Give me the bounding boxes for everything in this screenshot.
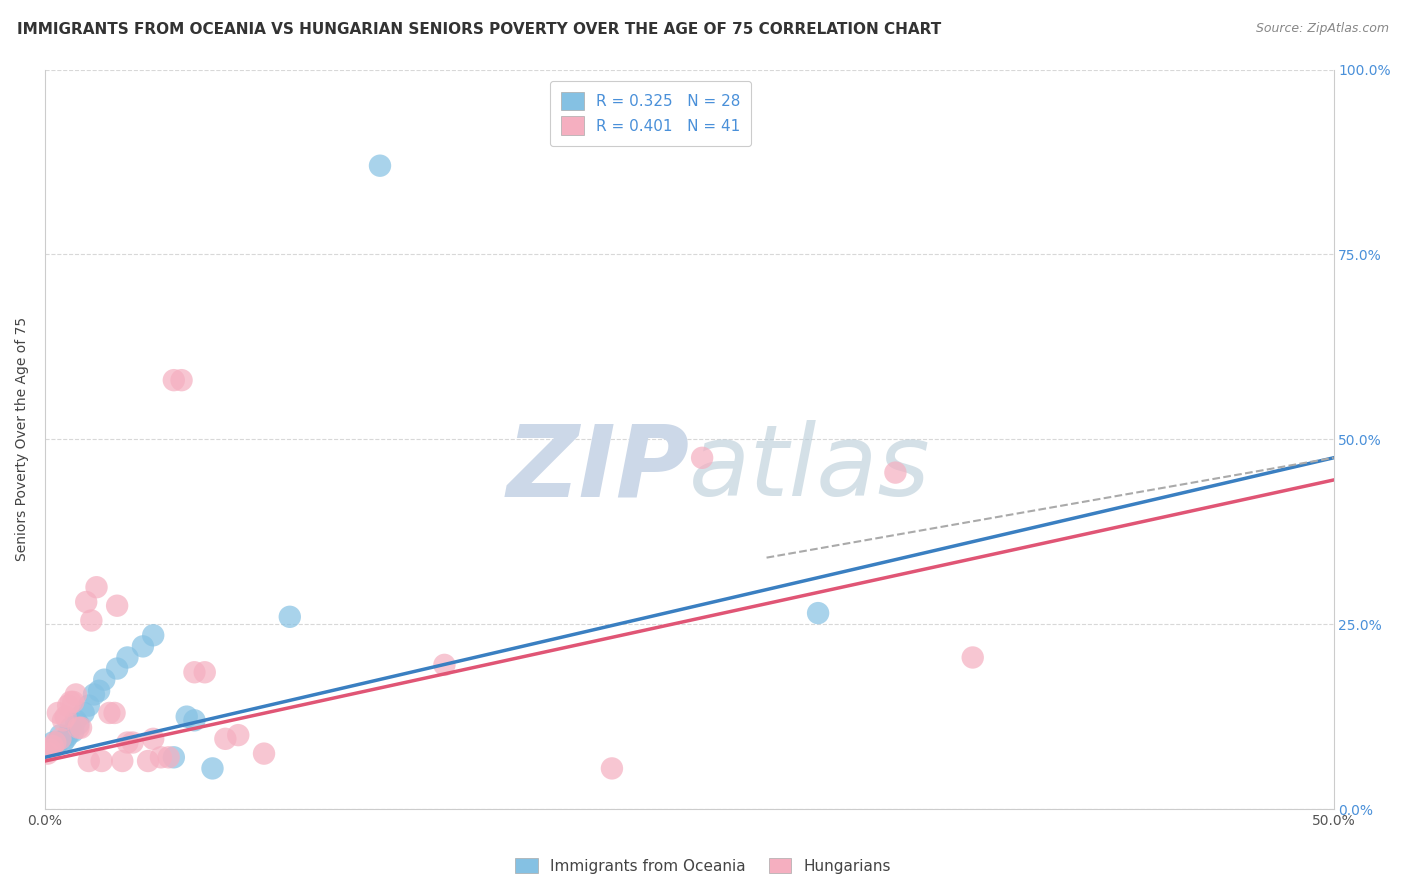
Point (214, 731, 236, 746)
Point (98, 706, 121, 720)
Point (56, 728, 79, 742)
Point (105, 599, 128, 613)
Y-axis label: Seniors Poverty Over the Age of 75: Seniors Poverty Over the Age of 75 (15, 318, 30, 561)
Legend: R = 0.325   N = 28, R = 0.401   N = 41: R = 0.325 N = 28, R = 0.401 N = 41 (550, 81, 751, 145)
Point (72, 706, 94, 720)
Point (77, 754, 100, 768)
Point (67, 717, 90, 731)
Point (136, 754, 159, 768)
Point (117, 650, 139, 665)
Point (59, 695, 82, 709)
Point (62, 695, 84, 709)
Point (41, 739, 63, 754)
Point (194, 665, 217, 680)
Point (46, 706, 69, 720)
Point (884, 466, 907, 480)
Point (80, 614, 103, 628)
Point (962, 650, 984, 665)
Point (77, 698, 100, 713)
Point (142, 628, 165, 642)
Point (62, 724, 84, 739)
Point (39, 743, 62, 757)
Point (117, 735, 139, 749)
Point (49, 728, 72, 742)
Point (56, 698, 79, 713)
Point (83, 688, 105, 702)
Point (226, 728, 249, 742)
Point (93, 673, 115, 687)
Text: atlas: atlas (689, 420, 931, 517)
Point (75, 595, 97, 609)
Point (132, 640, 155, 654)
Point (368, 159, 391, 173)
Point (65, 714, 87, 728)
Point (41, 735, 63, 749)
Point (278, 609, 301, 624)
Point (111, 754, 134, 768)
Point (37, 747, 59, 761)
Point (163, 373, 186, 387)
Point (39, 743, 62, 757)
Point (201, 761, 224, 775)
Point (149, 750, 172, 764)
Point (65, 688, 87, 702)
Point (59, 721, 82, 735)
Point (105, 662, 128, 676)
Point (807, 606, 830, 620)
Point (142, 731, 165, 746)
Point (52, 714, 75, 728)
Text: IMMIGRANTS FROM OCEANIA VS HUNGARIAN SENIORS POVERTY OVER THE AGE OF 75 CORRELAT: IMMIGRANTS FROM OCEANIA VS HUNGARIAN SEN… (17, 22, 941, 37)
Text: ZIP: ZIP (506, 420, 689, 517)
Point (55, 731, 77, 746)
Point (690, 450, 713, 465)
Point (44, 739, 66, 754)
Point (55, 709, 77, 723)
Point (183, 665, 205, 680)
Point (44, 735, 66, 749)
Point (157, 750, 180, 764)
Point (600, 761, 623, 775)
Point (103, 706, 125, 720)
Point (86, 580, 108, 594)
Point (67, 721, 90, 735)
Point (49, 731, 72, 746)
Legend: Immigrants from Oceania, Hungarians: Immigrants from Oceania, Hungarians (509, 852, 897, 880)
Point (163, 750, 186, 764)
Point (176, 709, 198, 723)
Point (433, 657, 456, 672)
Point (87, 683, 110, 698)
Point (52, 735, 75, 749)
Point (183, 714, 205, 728)
Point (121, 735, 143, 749)
Point (253, 747, 276, 761)
Point (46, 735, 69, 749)
Point (70, 721, 93, 735)
Point (90, 754, 112, 768)
Text: Source: ZipAtlas.com: Source: ZipAtlas.com (1256, 22, 1389, 36)
Point (170, 373, 193, 387)
